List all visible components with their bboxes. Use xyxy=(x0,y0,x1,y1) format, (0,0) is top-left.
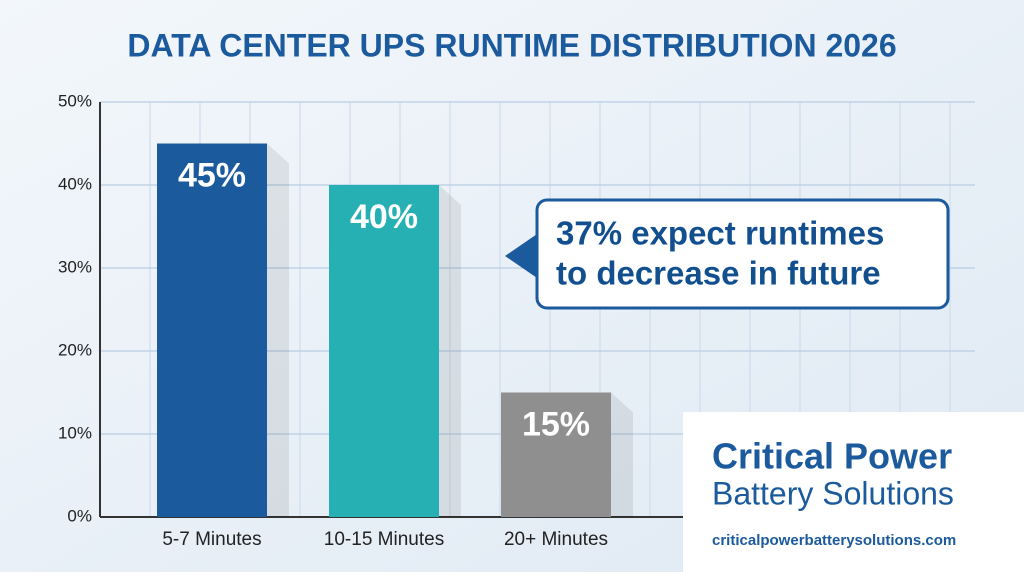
bar-shadow xyxy=(611,392,633,517)
logo-panel xyxy=(683,412,1024,572)
y-tick-label: 0% xyxy=(67,506,92,525)
y-tick-label: 20% xyxy=(58,340,92,359)
data-label: 15% xyxy=(522,405,590,443)
bar xyxy=(501,392,611,517)
bars: 5-7 Minutes 45% 10-15 Minutes 40% 20+ Minute… xyxy=(157,143,633,550)
annotation-pointer xyxy=(505,232,540,280)
y-tick-label: 40% xyxy=(58,174,92,193)
annotation-line: 37% expect runtimes xyxy=(556,215,884,252)
chart-title: DATA CENTER UPS RUNTIME DISTRIBUTION 202… xyxy=(127,27,896,63)
x-tick-label: 5-7 Minutes xyxy=(162,529,261,550)
y-tick-label: 10% xyxy=(58,423,92,442)
annotation-line: to decrease in future xyxy=(556,255,881,292)
logo-name: Battery Solutions xyxy=(712,475,954,511)
bar-shadow xyxy=(267,143,289,517)
bar-shadow xyxy=(439,185,461,517)
logo: Critical Power Battery Solutions critica… xyxy=(683,412,1024,572)
annotation-box xyxy=(535,198,950,310)
annotation: 37% expect runtimes to decrease in futur… xyxy=(505,198,950,310)
bar xyxy=(329,185,439,517)
data-label: 40% xyxy=(350,198,418,236)
y-tick-label: 50% xyxy=(58,91,92,110)
data-label: 45% xyxy=(178,156,246,194)
logo-url: criticalpowerbatterysolutions.com xyxy=(712,532,956,549)
x-tick-label: 20+ Minutes xyxy=(504,529,608,550)
y-tick-label: 30% xyxy=(58,257,92,276)
bar xyxy=(157,143,267,517)
x-tick-label: 10-15 Minutes xyxy=(324,529,444,550)
logo-name: Critical Power xyxy=(712,436,952,477)
